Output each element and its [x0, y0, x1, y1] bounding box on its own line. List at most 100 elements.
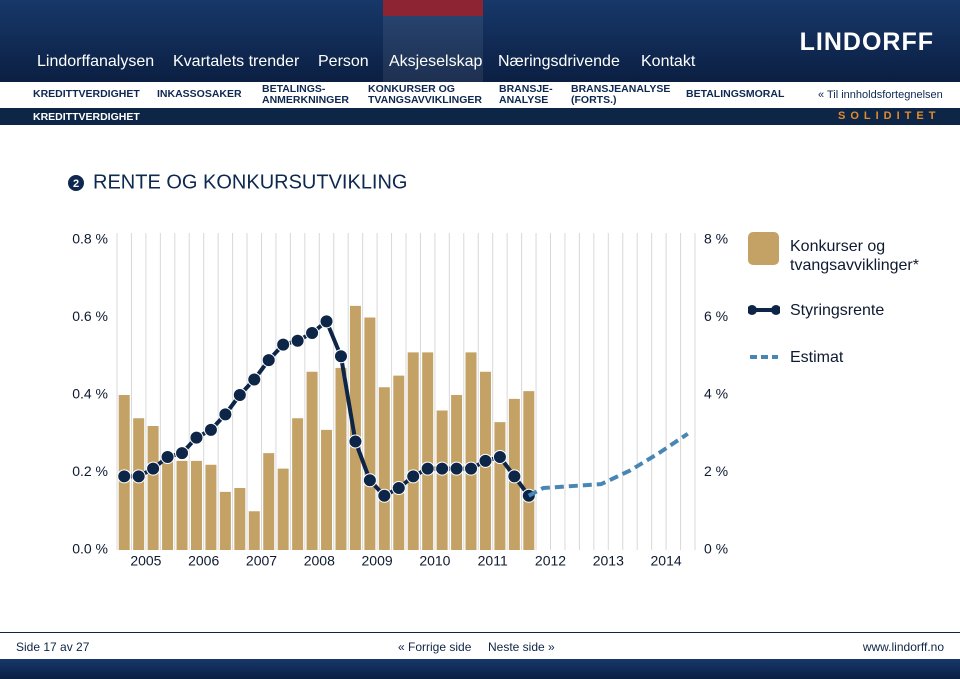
line-marker — [464, 461, 479, 476]
sub-nav-item[interactable]: KONKURSER OG TVANGSAVVIKLINGER — [368, 84, 482, 106]
sub-nav-line: ANALYSE — [499, 94, 549, 106]
section-name: KREDITTVERDIGHET — [33, 111, 140, 123]
line-marker — [276, 337, 291, 352]
bar — [465, 352, 477, 550]
bar — [364, 317, 376, 550]
line-marker — [131, 469, 146, 484]
x-tick-label: 2007 — [246, 553, 277, 569]
sub-nav-item[interactable]: BRANSJE- ANALYSE — [499, 84, 553, 106]
line-marker — [333, 349, 348, 364]
site-link[interactable]: www.lindorff.no — [862, 640, 944, 654]
line-marker — [261, 353, 276, 368]
x-tick-label: 2005 — [130, 553, 161, 569]
bar — [190, 460, 202, 550]
legend-item: Styringsrente — [748, 298, 948, 338]
y2-tick-label: 8 % — [704, 231, 728, 247]
y2-tick-label: 0 % — [704, 541, 728, 557]
bar — [205, 464, 217, 550]
y-tick-label: 0.8 % — [72, 231, 108, 247]
line-marker — [175, 446, 190, 461]
bar — [263, 453, 275, 550]
legend-key — [750, 355, 778, 359]
back-link[interactable]: « Til innholdsfortegnelsen — [818, 89, 943, 101]
x-tick-label: 2009 — [362, 553, 393, 569]
sub-nav-line: KONKURSER OG — [368, 83, 455, 95]
bar — [162, 460, 174, 550]
bar — [292, 418, 304, 550]
line-marker — [189, 430, 204, 445]
y2-tick-label: 4 % — [704, 386, 728, 402]
nav-link[interactable]: Person — [318, 53, 369, 70]
logo[interactable]: LINDORFF — [799, 28, 934, 56]
legend-marker — [771, 305, 780, 315]
bar — [523, 391, 535, 550]
next-link[interactable]: Neste side » — [488, 640, 555, 654]
line-marker — [146, 461, 161, 476]
sub-nav-line: (FORTS.) — [571, 94, 617, 106]
line-marker — [117, 469, 132, 484]
top-nav: LINDORFF Lindorffanalysen Kvartalets tren… — [0, 0, 960, 82]
bar — [393, 375, 405, 550]
x-tick-label: 2014 — [651, 553, 682, 569]
sub-nav: « Til innholdsfortegnelsen KREDITTVERDIG… — [0, 82, 960, 108]
heading-number: 2 — [73, 178, 79, 190]
bottom-bar — [0, 659, 960, 679]
bar — [422, 352, 434, 550]
sub-nav-item[interactable]: BETALINGSMORAL — [686, 89, 784, 100]
prev-link[interactable]: « Forrige side — [398, 640, 472, 654]
legend-label: Konkurser og tvangsavviklinger* — [790, 238, 919, 274]
bar — [494, 422, 506, 550]
line-marker — [391, 481, 406, 495]
chart: 2 RENTE OG KONKURSUTVIKLING 0.0 % 0.2 % 0.… — [68, 171, 728, 569]
heading-title: RENTE OG KONKURSUTVIKLING — [93, 171, 408, 193]
legend-key — [748, 305, 780, 315]
sub-nav-line: BETALINGS- — [262, 83, 326, 95]
sub-nav-item[interactable]: INKASSOSAKER — [157, 89, 242, 100]
y-tick-label: 0.2 % — [72, 463, 108, 479]
bar — [277, 468, 289, 550]
line-marker — [232, 388, 247, 402]
section-bar: KREDITTVERDIGHET SOLIDITET — [0, 108, 960, 125]
nav-link[interactable]: Lindorffanalysen — [37, 53, 155, 70]
line-marker — [478, 453, 493, 468]
line-marker — [203, 422, 218, 437]
sub-nav-item[interactable]: BRANSJEANALYSE (FORTS.) — [571, 84, 670, 106]
sub-nav-line: BRANSJEANALYSE — [571, 83, 671, 95]
x-tick-label: 2006 — [188, 553, 219, 569]
bar — [335, 367, 347, 550]
legend-key — [748, 232, 779, 265]
page-number: Side 17 av 27 — [16, 640, 90, 654]
bar — [147, 426, 159, 550]
bar — [234, 488, 246, 550]
line-marker — [449, 461, 464, 476]
y-tick-label: 0.6 % — [72, 308, 108, 324]
line-marker — [507, 469, 522, 484]
line-marker — [218, 407, 233, 422]
sub-nav-item[interactable]: KREDITTVERDIGHET — [33, 89, 140, 100]
legend-marker — [748, 305, 757, 315]
nav-link[interactable]: Kvartalets trender — [173, 53, 300, 70]
line-marker — [160, 450, 175, 464]
nav-link[interactable]: Kontakt — [641, 53, 696, 70]
footer-rule — [0, 632, 960, 633]
sub-nav-line: KREDITTVERDIGHET — [33, 88, 140, 100]
sub-nav-item[interactable]: BETALINGS- ANMERKNINGER — [262, 84, 349, 106]
active-tab-marker — [383, 0, 483, 16]
nav-link[interactable]: Aksjeselskap — [389, 53, 483, 70]
legend-swatch — [748, 232, 779, 265]
line-marker — [319, 314, 334, 329]
bar — [407, 352, 419, 550]
heading-badge — [68, 175, 84, 191]
nav-link[interactable]: Næringsdrivende — [498, 53, 620, 70]
bar — [219, 491, 231, 550]
section-topic: SOLIDITET — [838, 110, 941, 122]
x-tick-label: 2010 — [419, 553, 450, 569]
bar — [349, 305, 361, 550]
y2-tick-label: 2 % — [704, 463, 728, 479]
legend-item: Konkurser og tvangsavviklinger* — [748, 232, 948, 274]
bar — [248, 511, 260, 550]
y-tick-label: 0.0 % — [72, 541, 108, 557]
bar — [378, 387, 390, 550]
line — [527, 432, 689, 498]
